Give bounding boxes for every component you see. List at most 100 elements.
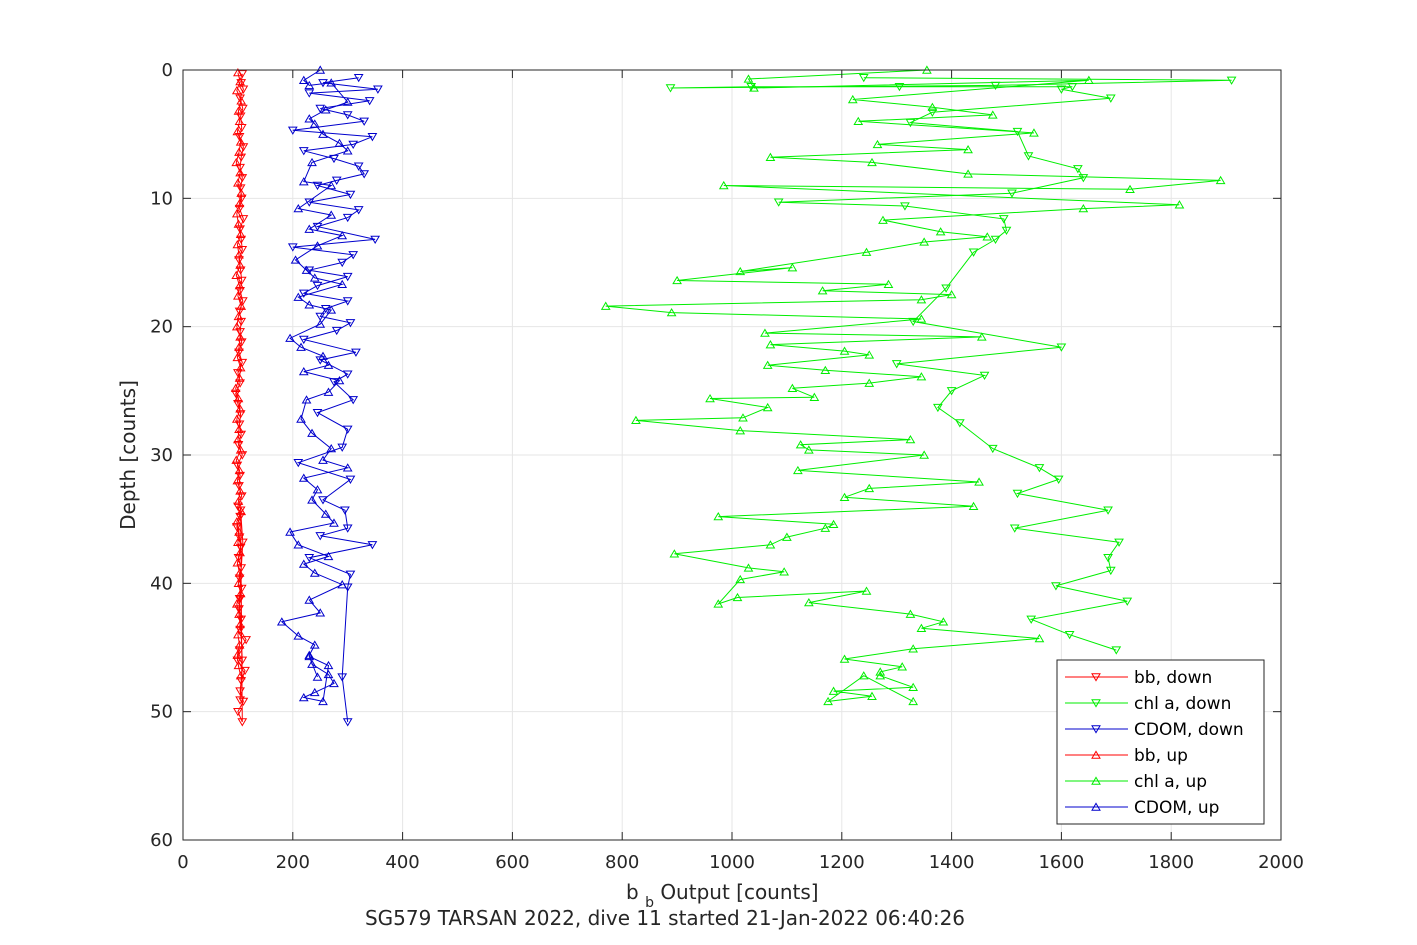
- data-point: [232, 352, 243, 362]
- data-point: [803, 445, 814, 454]
- data-point: [235, 547, 245, 557]
- data-point: [307, 659, 317, 668]
- data-point: [867, 157, 877, 167]
- data-point: [237, 538, 248, 547]
- data-point: [337, 258, 348, 268]
- data-point: [323, 387, 334, 396]
- data-point: [916, 295, 927, 304]
- data-point: [1105, 566, 1116, 576]
- data-point: [298, 559, 309, 568]
- data-point: [293, 204, 304, 213]
- data-point: [987, 444, 998, 454]
- data-point: [285, 527, 295, 536]
- data-point: [312, 181, 323, 191]
- legend-swatch-marker: [1091, 673, 1101, 682]
- data-point: [919, 237, 930, 246]
- series-chl-a-up: [600, 65, 1226, 706]
- data-point: [954, 419, 965, 428]
- data-point: [231, 209, 242, 218]
- data-point: [312, 408, 323, 418]
- data-point: [234, 198, 245, 208]
- data-point: [315, 319, 326, 328]
- data-point: [312, 241, 323, 250]
- data-point: [235, 76, 245, 86]
- data-point: [795, 440, 806, 449]
- data-point: [946, 387, 957, 396]
- data-point: [236, 276, 247, 286]
- data-point: [1072, 165, 1083, 174]
- data-point: [233, 496, 244, 505]
- data-point: [1001, 226, 1012, 236]
- data-point: [235, 225, 245, 234]
- legend-label: CDOM, down: [1134, 720, 1244, 740]
- data-point: [301, 265, 312, 274]
- data-point: [916, 314, 927, 323]
- data-point: [979, 371, 990, 381]
- data-point: [342, 425, 353, 434]
- data-point: [631, 415, 641, 425]
- data-point: [342, 97, 353, 106]
- data-point: [293, 631, 304, 640]
- data-point: [820, 523, 831, 532]
- data-point: [735, 266, 746, 276]
- data-point: [905, 435, 916, 444]
- series-line: [670, 77, 1232, 651]
- data-point: [779, 567, 790, 576]
- data-point: [236, 677, 247, 686]
- data-point: [231, 322, 242, 331]
- data-point: [1215, 175, 1226, 185]
- data-point: [1114, 538, 1124, 547]
- data-point: [234, 342, 244, 351]
- data-point: [787, 263, 798, 272]
- data-point: [762, 360, 773, 369]
- data-point: [232, 650, 243, 659]
- legend-swatch-marker: [1091, 776, 1101, 785]
- data-point: [968, 501, 979, 511]
- data-point: [293, 459, 304, 468]
- data-point: [367, 133, 378, 142]
- data-point: [1026, 615, 1037, 624]
- data-point: [968, 248, 979, 257]
- data-point: [342, 463, 353, 472]
- data-point: [235, 379, 245, 388]
- data-point: [234, 204, 245, 214]
- data-point: [905, 118, 916, 128]
- data-point: [342, 370, 353, 379]
- data-point: [287, 126, 298, 135]
- data-point: [364, 97, 375, 106]
- data-point: [1083, 75, 1094, 84]
- legend-entry: bb, down: [1065, 668, 1212, 688]
- data-point: [234, 147, 244, 156]
- data-point: [312, 672, 323, 681]
- data-point: [803, 597, 814, 607]
- data-point: [809, 392, 820, 401]
- data-point: [905, 609, 916, 618]
- y-tick-label: 40: [150, 573, 173, 594]
- data-point: [348, 140, 359, 150]
- data-point: [233, 707, 243, 717]
- data-point: [298, 177, 309, 186]
- legend-label: CDOM, up: [1134, 798, 1219, 818]
- data-point: [1067, 82, 1078, 92]
- data-point: [828, 519, 839, 528]
- data-point: [236, 506, 247, 516]
- x-tick-label: 1400: [929, 852, 975, 873]
- data-point: [237, 718, 248, 727]
- data-point: [974, 477, 984, 486]
- data-point: [236, 301, 247, 310]
- data-point: [304, 300, 315, 309]
- data-point: [861, 247, 872, 256]
- data-point: [1023, 152, 1034, 161]
- data-point: [331, 326, 342, 336]
- data-point: [233, 399, 243, 409]
- y-tick-label: 10: [150, 188, 173, 209]
- data-point: [237, 451, 248, 460]
- data-point: [823, 696, 833, 706]
- data-point: [963, 144, 973, 154]
- data-point: [318, 696, 328, 706]
- legend-box: [1056, 659, 1265, 825]
- x-tick-label: 200: [276, 852, 310, 873]
- legend-swatch-marker: [1091, 750, 1101, 759]
- x-axis-label: b b Output [counts]: [626, 880, 819, 912]
